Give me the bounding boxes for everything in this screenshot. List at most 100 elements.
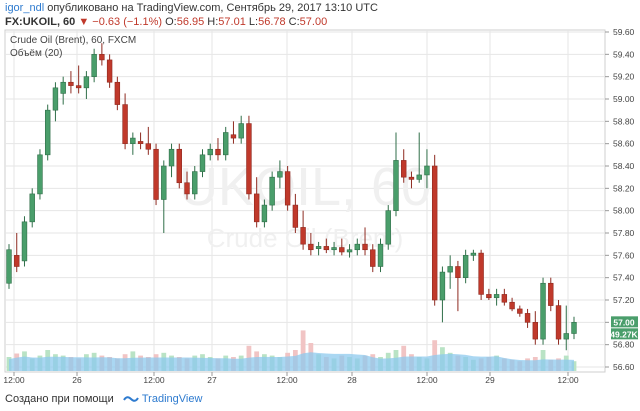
candle [362, 227, 368, 256]
candle [532, 311, 539, 345]
candle [563, 305, 569, 351]
candle [462, 249, 469, 284]
candle [75, 65, 82, 94]
low-label: L: [248, 16, 259, 28]
x-tick-label: 12:00 [276, 375, 298, 385]
candle [315, 241, 322, 256]
candle [153, 143, 159, 206]
candle [424, 149, 430, 189]
candle [486, 288, 492, 300]
candle [277, 160, 283, 189]
x-tick-label: 29 [485, 375, 495, 385]
candle [346, 244, 353, 258]
candle [571, 316, 577, 340]
candle [14, 233, 20, 273]
candle [455, 260, 461, 312]
candle [284, 166, 291, 211]
y-tick-label: 59.00 [613, 94, 635, 104]
candle [323, 238, 330, 254]
candle [192, 166, 198, 200]
candle [401, 149, 407, 183]
x-tick-label: 12:00 [143, 375, 165, 385]
candle [478, 249, 484, 300]
candle [416, 132, 422, 183]
candle [37, 149, 43, 200]
candle [300, 210, 306, 250]
candle [44, 104, 51, 161]
candle [431, 154, 438, 306]
candle [106, 54, 113, 88]
candle [308, 233, 314, 256]
published-text: опубликовано на TradingView.com, Сентябр… [47, 2, 378, 14]
candle [122, 93, 128, 150]
candle [517, 305, 523, 317]
candle [292, 193, 299, 233]
candle [493, 288, 500, 306]
candle [524, 308, 531, 328]
y-tick-label: 58.20 [613, 183, 635, 193]
volume-ma-area [9, 352, 574, 371]
candle [161, 160, 167, 233]
y-tick-label: 57.40 [613, 273, 635, 283]
candle [261, 199, 268, 228]
candle [439, 266, 446, 323]
candle [83, 71, 90, 99]
published-line: igor_ndl опубликовано на TradingView.com… [5, 1, 378, 15]
y-tick-label: 58.60 [613, 139, 635, 149]
candle [548, 277, 554, 312]
candle [253, 177, 260, 228]
candle [223, 126, 229, 161]
high-label: H: [207, 16, 219, 28]
open-value: 56.95 [176, 16, 205, 28]
y-tick-label: 56.60 [613, 362, 635, 372]
candle [52, 82, 59, 122]
y-tick-label: 58.80 [613, 116, 635, 126]
candle [137, 132, 144, 150]
footer: Создано при помощи TradingView [5, 392, 202, 406]
candle [207, 143, 213, 161]
candle [168, 143, 175, 178]
candle [215, 138, 221, 161]
x-tick-label: 12:00 [3, 375, 25, 385]
y-axis: 59.60 59.40 59.20 59.00 58.80 58.60 58.40 58.20… [605, 27, 635, 372]
volume-tag-value: 49.27K [610, 329, 638, 339]
candle [68, 71, 74, 94]
candle [99, 43, 105, 66]
last-price-tag: 57.00 [611, 316, 638, 328]
candle [501, 288, 508, 306]
legend-volume: Объём (20) [10, 47, 62, 59]
candle [470, 249, 477, 261]
candle [540, 277, 546, 345]
symbol-label: FX:UKOIL, 60 [5, 16, 76, 28]
candle [238, 115, 244, 144]
author-link[interactable]: igor_ndl [5, 2, 45, 14]
candle [184, 171, 190, 200]
candle [447, 255, 453, 289]
open-label: O: [165, 16, 177, 28]
candle [370, 244, 376, 273]
x-tick-label: 28 [347, 375, 357, 385]
y-tick-label: 59.20 [613, 72, 635, 82]
y-tick-label: 57.80 [613, 228, 635, 238]
candle [339, 238, 345, 256]
tradingview-label: TradingView [141, 393, 203, 405]
high-value: 57.01 [218, 16, 246, 28]
change-value: ▼ −0.63 (−1.1%) [78, 16, 163, 28]
candle [385, 205, 391, 250]
candle [246, 115, 252, 200]
y-tick-label: 57.20 [613, 295, 635, 305]
volume-bar [300, 330, 306, 371]
candle [21, 216, 28, 267]
candle [130, 132, 136, 155]
x-tick-label: 26 [72, 375, 82, 385]
tradingview-brand[interactable]: TradingView [122, 393, 203, 405]
close-label: C: [288, 16, 300, 28]
volume-tag: 49.27K [610, 328, 639, 340]
candle [6, 244, 12, 289]
candle [408, 171, 415, 189]
x-tick-label: 27 [207, 375, 217, 385]
x-axis: 12:00 26 12:00 27 12:00 28 12:00 29 12:00 [3, 372, 579, 385]
candle [555, 300, 562, 345]
ohlc-line: FX:UKOIL, 60 ▼ −0.63 (−1.1%) O:56.95 H:5… [5, 15, 327, 29]
